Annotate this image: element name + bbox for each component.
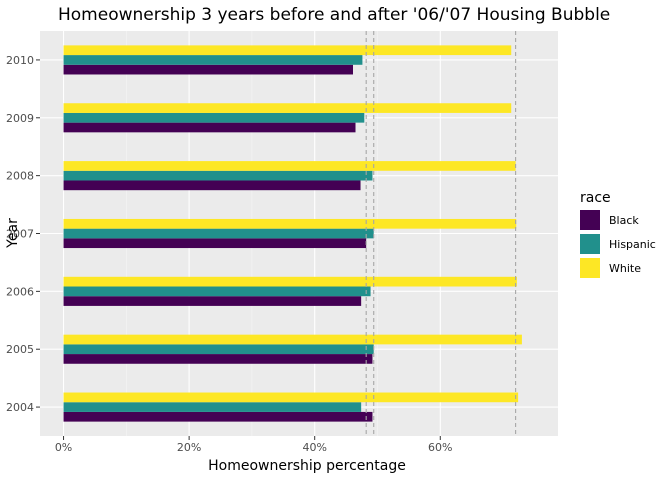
legend-key-hispanic [580,234,600,254]
x-tick-label: 40% [302,441,326,454]
y-tick-label: 2009 [6,112,34,125]
y-tick-label: 2010 [6,54,34,67]
bar-layer [63,45,522,422]
x-tick-label: 60% [428,441,452,454]
bar-black-2009 [63,122,356,133]
bar-white-2008 [63,161,516,171]
bar-black-2005 [63,354,373,364]
legend-key-black [580,210,600,230]
bar-black-2008 [63,180,361,191]
bar-black-2004 [63,411,373,422]
bar-white-2004 [63,392,519,403]
bar-hispanic-2005 [63,344,374,355]
legend-key-white [580,258,600,278]
bar-hispanic-2009 [63,112,365,123]
bar-hispanic-2008 [63,170,373,181]
y-axis-title: Year [5,218,21,249]
chart-title: Homeownership 3 years before and after '… [58,5,610,25]
bar-white-2010 [63,45,512,56]
x-tick-label: 20% [177,441,201,454]
bar-hispanic-2004 [63,402,362,412]
bar-black-2006 [63,296,362,306]
bar-hispanic-2007 [63,228,374,239]
y-tick-label: 2008 [6,170,34,183]
legend-items: Black Hispanic White [580,210,656,278]
x-tick-label: 0% [55,441,72,454]
legend-title: race [580,190,611,206]
legend-label: Hispanic [609,238,656,251]
bar-black-2010 [63,64,353,75]
bar-white-2005 [63,334,522,345]
y-tick-label: 2006 [6,285,34,298]
legend-label: White [609,262,641,275]
bar-hispanic-2010 [63,55,363,65]
legend: race Black Hispanic White [580,190,656,278]
bar-white-2009 [63,103,512,113]
bar-white-2007 [63,218,517,229]
y-tick-label: 2004 [6,401,34,414]
y-tick-label: 2005 [6,343,34,356]
reference-lines [365,31,517,436]
bar-white-2006 [63,276,517,287]
y-axis: 2004 2005 2006 2007 2008 2009 2010 [6,54,40,414]
legend-label: Black [609,214,639,227]
y-tick-label: 2007 [6,228,34,241]
bar-black-2007 [63,238,367,249]
bar-hispanic-2006 [63,286,371,297]
x-axis: 0% 20% 40% 60% [55,436,452,454]
x-axis-title: Homeownership percentage [208,458,406,474]
